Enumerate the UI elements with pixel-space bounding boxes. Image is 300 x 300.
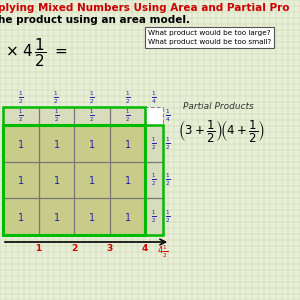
Text: $\frac{1}{2}$: $\frac{1}{2}$ [54,108,59,124]
Bar [3,125,145,235]
Bar [3,107,145,125]
Text: $1$: $1$ [88,211,95,223]
Bar [145,107,163,125]
Text: $1$: $1$ [124,138,131,150]
Text: $\frac{1}{4}$: $\frac{1}{4}$ [165,108,171,124]
Text: $1$: $1$ [88,174,95,186]
Text: 4: 4 [142,244,148,253]
Bar [145,125,163,235]
Text: $\frac{1}{2}$: $\frac{1}{2}$ [18,90,24,106]
Text: $1$: $1$ [53,211,60,223]
Text: $\frac{1}{2}$: $\frac{1}{2}$ [152,172,157,188]
Text: 2: 2 [71,244,77,253]
Text: $\times\ 4\,\dfrac{1}{2}\ =$: $\times\ 4\,\dfrac{1}{2}\ =$ [5,36,68,69]
Bar [145,125,163,235]
Text: $1$: $1$ [124,211,131,223]
Text: he product using an area model.: he product using an area model. [0,15,190,25]
Text: $\frac{1}{2}$: $\frac{1}{2}$ [89,108,94,124]
Text: 1: 1 [35,244,42,253]
Text: $\frac{1}{2}$: $\frac{1}{2}$ [165,172,171,188]
Text: plying Mixed Numbers Using Area and Partial Pro: plying Mixed Numbers Using Area and Part… [0,3,290,13]
Text: $\frac{1}{4}$: $\frac{1}{4}$ [151,90,157,106]
Bar [3,107,145,125]
Text: $\frac{1}{2}$: $\frac{1}{2}$ [152,136,157,152]
Text: $1$: $1$ [17,211,24,223]
Bar [3,198,39,235]
Text: $1$: $1$ [53,138,60,150]
Text: $\frac{1}{2}$: $\frac{1}{2}$ [53,90,59,106]
Text: $\frac{1}{2}$: $\frac{1}{2}$ [89,90,95,106]
Text: $\frac{1}{2}$: $\frac{1}{2}$ [18,108,23,124]
Text: $\frac{1}{2}$: $\frac{1}{2}$ [124,90,130,106]
Text: Partial Products: Partial Products [183,102,254,111]
Text: $\left(3+\dfrac{1}{2}\right)\!\left(4+\dfrac{1}{2}\right)$: $\left(3+\dfrac{1}{2}\right)\!\left(4+\d… [178,118,265,144]
Text: What product would be too large?
What product would be too small?: What product would be too large? What pr… [148,30,272,45]
Text: $1$: $1$ [17,174,24,186]
Text: $\frac{1}{2}$: $\frac{1}{2}$ [165,135,171,152]
Text: $1$: $1$ [124,174,131,186]
Text: 3: 3 [106,244,113,253]
Bar [3,125,145,235]
Text: $1$: $1$ [53,174,60,186]
Text: $\frac{1}{2}$: $\frac{1}{2}$ [125,108,130,124]
Text: $1$: $1$ [88,138,95,150]
Text: $1$: $1$ [17,138,24,150]
Text: $4\frac{1}{2}$: $4\frac{1}{2}$ [158,244,169,260]
Text: $\frac{1}{2}$: $\frac{1}{2}$ [165,208,171,225]
Text: $\frac{1}{2}$: $\frac{1}{2}$ [152,208,157,225]
